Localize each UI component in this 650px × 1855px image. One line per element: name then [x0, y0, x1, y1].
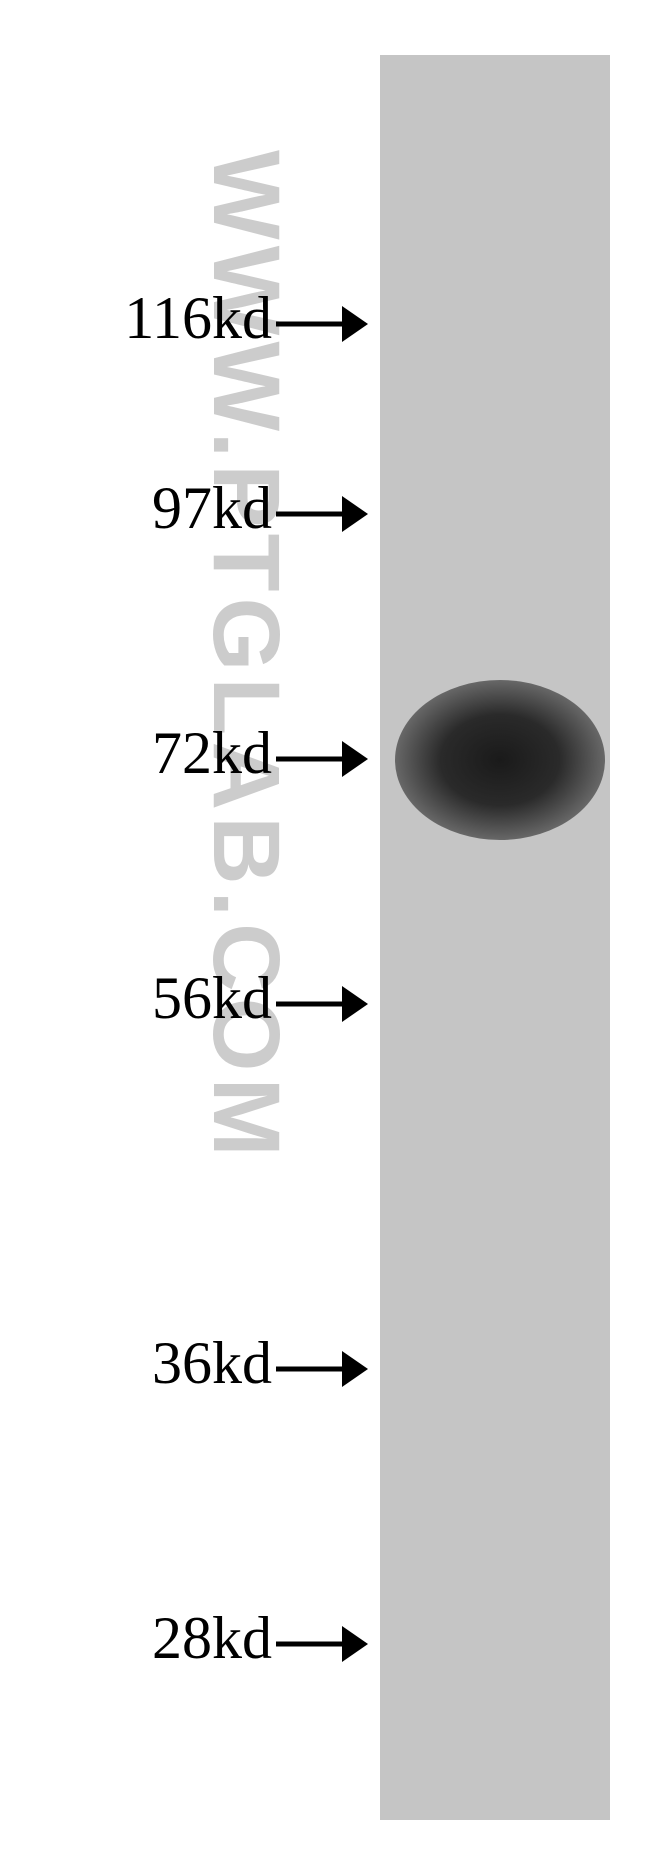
- marker-label: 36kd: [152, 1329, 370, 1398]
- arrow-right-icon: [276, 302, 370, 346]
- arrow-right-icon: [276, 1622, 370, 1666]
- arrow-right-icon: [276, 737, 370, 781]
- protein-band: [395, 680, 605, 840]
- western-blot-image: WWW.PTGLAB.COM 116kd97kd72kd56kd36kd28kd: [0, 0, 650, 1855]
- blot-lane: [380, 55, 610, 1820]
- arrow-right-icon: [276, 492, 370, 536]
- marker-weight-text: 36kd: [152, 1330, 272, 1396]
- marker-weight-text: 56kd: [152, 965, 272, 1031]
- marker-label: 56kd: [152, 964, 370, 1033]
- marker-label: 28kd: [152, 1604, 370, 1673]
- marker-weight-text: 97kd: [152, 475, 272, 541]
- arrow-right-icon: [276, 1347, 370, 1391]
- arrow-right-icon: [276, 982, 370, 1026]
- marker-label: 97kd: [152, 474, 370, 543]
- marker-label: 116kd: [124, 284, 370, 353]
- marker-label: 72kd: [152, 719, 370, 788]
- marker-weight-text: 72kd: [152, 720, 272, 786]
- marker-weight-text: 28kd: [152, 1605, 272, 1671]
- marker-weight-text: 116kd: [124, 285, 272, 351]
